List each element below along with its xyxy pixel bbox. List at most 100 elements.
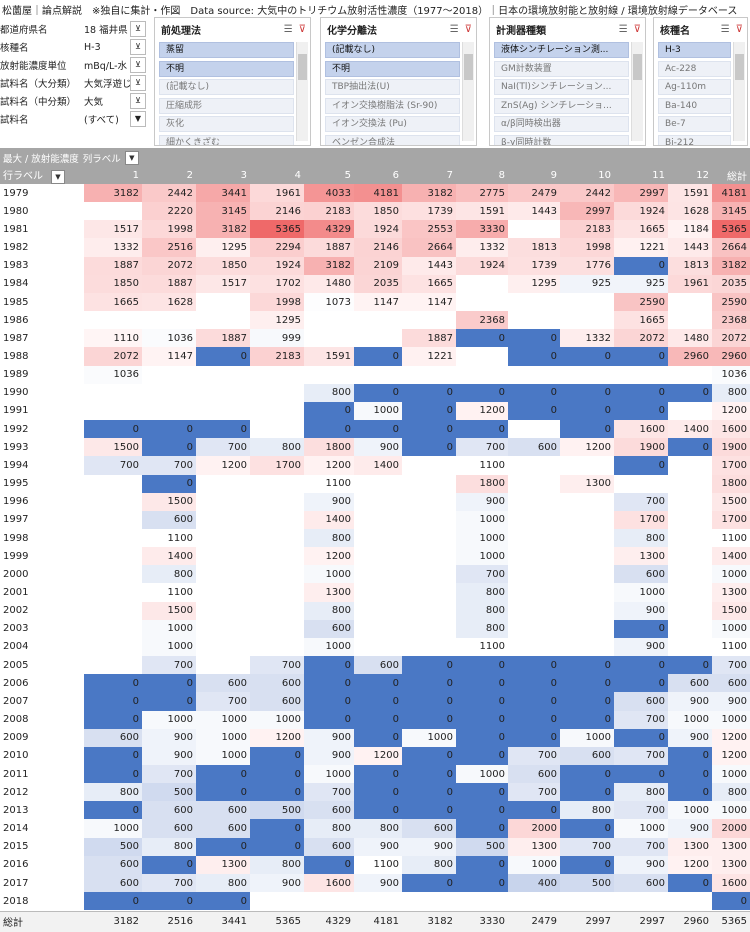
value-cell <box>250 601 304 620</box>
value-cell: 1887 <box>142 274 196 293</box>
slicer-item[interactable]: ベンゼン合成法 <box>325 134 460 145</box>
clear-filter-icon[interactable]: ⊽ <box>633 23 641 35</box>
row-label: 1990 <box>3 387 29 399</box>
value-cell: 1813 <box>668 256 712 275</box>
value-cell: 1998 <box>250 292 304 312</box>
value-cell <box>84 311 142 330</box>
multi-select-icon[interactable]: ☰ <box>283 23 293 35</box>
filter-dropdown-button[interactable]: ⊻ <box>130 93 146 109</box>
slicer-item[interactable]: Bi-212 <box>658 134 731 145</box>
value-cell: 3145 <box>712 202 750 221</box>
slicer-scrollbar[interactable] <box>631 42 643 141</box>
value-cell <box>304 329 354 348</box>
slicer-item[interactable]: Ba-140 <box>658 97 731 114</box>
filter-dropdown-button[interactable]: ⊻ <box>130 75 146 91</box>
slicer-item[interactable]: 不明 <box>159 60 294 77</box>
slicer-scrollbar[interactable] <box>733 42 745 141</box>
filter-row: 試料名（中分類） 大気 ⊻ <box>0 92 148 110</box>
filter-dropdown-button[interactable]: ⊻ <box>130 57 146 73</box>
value-cell <box>560 492 614 511</box>
value-cell: 500 <box>456 837 508 856</box>
value-cell: 1000 <box>402 728 456 747</box>
slicer-item[interactable]: GM計数装置 <box>494 60 629 77</box>
value-cell: 0 <box>196 892 250 911</box>
value-cell: 1776 <box>560 256 614 275</box>
slicer-item[interactable]: 圧縮成形 <box>159 97 294 114</box>
clear-filter-icon[interactable]: ⊽ <box>735 23 743 35</box>
slicer-item[interactable]: Be-7 <box>658 116 731 132</box>
slicer-item[interactable]: NaI(Tl)シンチレーション... <box>494 79 629 95</box>
value-cell: 4181 <box>354 184 402 203</box>
value-cell: 0 <box>560 347 614 366</box>
slicer-item[interactable]: (記載なし) <box>159 79 294 95</box>
column-header: 4 <box>294 170 301 181</box>
slicer-item[interactable]: ZnS(Ag) シンチレーショ... <box>494 97 629 114</box>
slicer-scrollbar[interactable] <box>462 42 474 141</box>
value-cell <box>508 510 560 529</box>
slicer-item[interactable]: Ag-110m <box>658 79 731 95</box>
value-cell <box>456 274 508 293</box>
value-cell: 1000 <box>142 619 196 638</box>
value-cell: 700 <box>712 656 750 675</box>
slicer-item[interactable]: (記載なし) <box>325 42 460 58</box>
value-cell: 900 <box>402 837 456 856</box>
slicer-item[interactable]: 細かくきざむ <box>159 134 294 145</box>
filter-dropdown-button[interactable]: ⊻ <box>130 21 146 37</box>
value-cell <box>508 583 560 602</box>
multi-select-icon[interactable]: ☰ <box>449 23 459 35</box>
value-cell <box>508 420 560 439</box>
slicer-item[interactable]: Ac-228 <box>658 60 731 77</box>
value-cell: 700 <box>614 837 668 856</box>
value-cell: 1295 <box>250 311 304 330</box>
slicer-item[interactable]: TBP抽出法(U) <box>325 79 460 95</box>
multi-select-icon[interactable]: ☰ <box>618 23 628 35</box>
slicer-item[interactable]: イオン交換法 (Pu) <box>325 116 460 132</box>
value-cell: 1443 <box>508 202 560 221</box>
slicer-item[interactable]: 液体シンチレーション測... <box>494 42 629 58</box>
value-cell: 1500 <box>712 492 750 511</box>
slicer-item[interactable]: 不明 <box>325 60 460 77</box>
value-cell <box>456 347 508 366</box>
value-cell: 0 <box>402 692 456 711</box>
value-cell <box>402 619 456 638</box>
filter-dropdown-button[interactable]: ⊻ <box>130 39 146 55</box>
row-filter-button[interactable]: ▼ <box>51 170 65 184</box>
clear-filter-icon[interactable]: ⊽ <box>298 23 306 35</box>
multi-select-icon[interactable]: ☰ <box>720 23 730 35</box>
table-row: 1990 800 0 0 0 0 0 0 0 800 <box>0 383 750 402</box>
value-cell: 0 <box>560 819 614 838</box>
slicer-item[interactable]: 灰化 <box>159 116 294 132</box>
value-cell <box>668 510 712 529</box>
value-cell <box>196 292 250 312</box>
clear-filter-icon[interactable]: ⊽ <box>464 23 472 35</box>
slicer-item[interactable]: α/β同時検出器 <box>494 116 629 132</box>
value-cell: 0 <box>402 401 456 421</box>
column-header: 2 <box>186 170 193 181</box>
value-cell: 2294 <box>250 238 304 257</box>
value-cell: 1000 <box>304 765 354 784</box>
value-cell: 600 <box>304 801 354 820</box>
value-cell <box>668 637 712 657</box>
value-cell: 1517 <box>196 274 250 293</box>
value-cell: 0 <box>304 420 354 439</box>
slicer-item[interactable]: イオン交換樹脂法 (Sr-90) <box>325 97 460 114</box>
value-cell: 1850 <box>196 256 250 275</box>
filter-dropdown-button[interactable]: ▼ <box>130 111 146 127</box>
value-cell: 1924 <box>456 256 508 275</box>
slicer-item[interactable]: H-3 <box>658 42 731 58</box>
value-cell <box>508 528 560 548</box>
slicer-scrollbar[interactable] <box>296 42 308 141</box>
value-cell <box>354 365 402 384</box>
value-cell: 1295 <box>508 274 560 293</box>
value-cell <box>84 583 142 602</box>
value-cell <box>560 583 614 602</box>
value-cell: 0 <box>668 783 712 802</box>
value-cell: 700 <box>508 783 560 802</box>
slicer-item[interactable]: 蒸留 <box>159 42 294 58</box>
value-cell: 2000 <box>508 819 560 838</box>
value-cell <box>250 619 304 638</box>
column-header-row: 行ラベル ▼ 1 2 3 4 5 6 7 8 9 10 11 12 総計 <box>0 167 750 184</box>
column-filter-button[interactable]: ▼ <box>124 151 139 165</box>
value-cell <box>668 365 712 384</box>
slicer-item[interactable]: β-γ同時計数 <box>494 134 629 145</box>
